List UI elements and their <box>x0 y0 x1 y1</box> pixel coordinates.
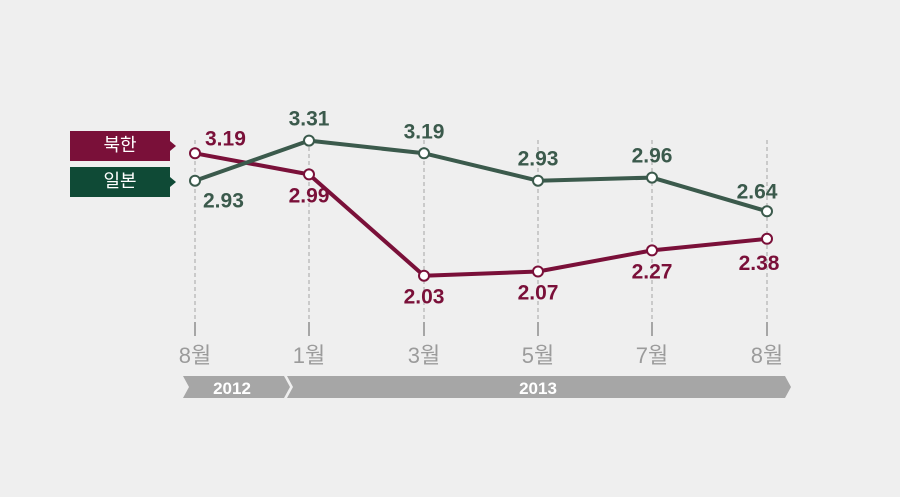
data-label: 2.03 <box>404 286 445 309</box>
data-label: 2.93 <box>203 190 244 213</box>
data-label: 2.96 <box>632 145 673 168</box>
series-points <box>189 134 773 282</box>
data-label: 2.99 <box>289 184 330 207</box>
timeline-2012-band <box>183 376 290 398</box>
x-tick-label: 8월 <box>179 343 211 368</box>
data-labels: 3.19 2.99 2.03 2.07 2.27 2.38 2.93 3.31 3.19 2.93… <box>203 108 780 309</box>
data-label: 2.27 <box>632 260 673 283</box>
legend-north-korea-label: 북한 <box>103 135 137 156</box>
data-point <box>189 147 201 160</box>
legend-japan-pointer <box>170 177 176 187</box>
legend-north-korea-pointer <box>170 141 176 151</box>
x-tick-label: 7월 <box>636 343 668 368</box>
data-label: 3.19 <box>205 127 246 150</box>
timeline-2012-label: 2012 <box>213 379 251 398</box>
x-axis-ticks: 8월 1월 3월 5월 7월 8월 <box>179 322 783 368</box>
data-point <box>646 244 658 257</box>
data-point <box>646 171 658 184</box>
series-lines <box>194 138 768 278</box>
timeline-2013-band <box>287 376 791 398</box>
series-line <box>194 138 768 214</box>
timeline-2013-label: 2013 <box>519 379 557 398</box>
data-label: 3.19 <box>404 120 445 143</box>
legend-japan: 일본 <box>70 167 170 197</box>
legend-japan-label: 일본 <box>103 171 137 192</box>
data-point <box>761 232 773 245</box>
x-tick-label: 1월 <box>293 343 325 368</box>
data-label: 2.07 <box>518 282 559 305</box>
data-point <box>189 174 201 187</box>
year-timeline: 2012 2013 <box>183 376 791 398</box>
data-label: 2.64 <box>737 180 778 203</box>
x-tick-label: 8월 <box>751 343 783 368</box>
x-tick-label: 3월 <box>408 343 440 368</box>
series-line <box>194 151 768 278</box>
data-point <box>418 269 430 282</box>
data-label: 3.31 <box>289 108 330 131</box>
data-point <box>303 134 315 147</box>
data-point <box>532 265 544 278</box>
data-label: 2.38 <box>739 252 780 275</box>
data-point <box>532 174 544 187</box>
data-point <box>303 168 315 181</box>
x-tick-label: 5월 <box>522 343 554 368</box>
legend-north-korea: 북한 <box>70 131 170 161</box>
data-label: 2.93 <box>518 148 559 171</box>
data-point <box>418 147 430 160</box>
data-point <box>761 205 773 218</box>
